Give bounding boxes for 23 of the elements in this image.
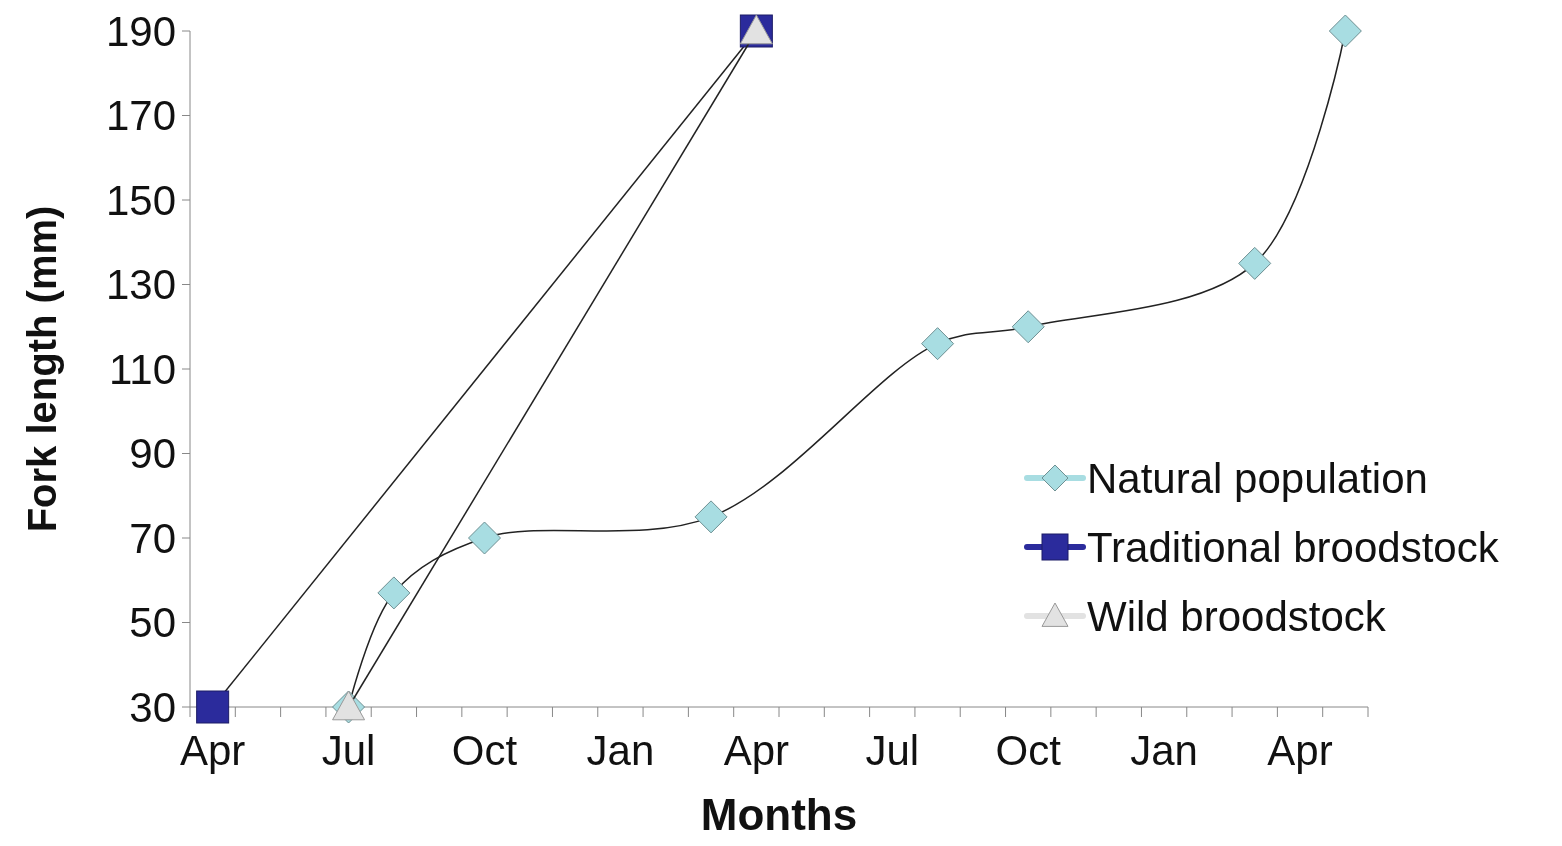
x-tick-label: Apr bbox=[1267, 727, 1333, 774]
y-tick-label: 190 bbox=[105, 7, 176, 55]
y-tick-label: 130 bbox=[105, 261, 176, 309]
x-tick-label: Apr bbox=[723, 727, 790, 774]
x-tick-label: Jul bbox=[321, 727, 376, 774]
x-tick-label: Oct bbox=[995, 727, 1062, 774]
x-tick-label: Oct bbox=[451, 727, 518, 774]
x-tick-label: Jan bbox=[1130, 727, 1198, 774]
legend-label: Natural population bbox=[1087, 454, 1428, 502]
y-tick-label: 150 bbox=[105, 176, 176, 224]
legend-label: Traditional broodstock bbox=[1087, 523, 1500, 571]
x-tick-label: Jul bbox=[865, 727, 920, 774]
y-tick-label: 30 bbox=[129, 683, 176, 731]
x-tick-label: Apr bbox=[179, 727, 246, 774]
y-tick-label: 70 bbox=[129, 514, 176, 562]
y-axis-title: Fork length (mm) bbox=[20, 205, 64, 533]
y-tick-label: 170 bbox=[105, 92, 176, 140]
x-axis-title: Months bbox=[700, 790, 858, 839]
y-tick-label: 50 bbox=[129, 599, 176, 647]
y-tick-label: 90 bbox=[129, 430, 176, 478]
x-tick-label: Jan bbox=[586, 727, 655, 774]
y-tick-label: 110 bbox=[109, 345, 176, 393]
legend-label: Wild broodstock bbox=[1087, 592, 1387, 640]
